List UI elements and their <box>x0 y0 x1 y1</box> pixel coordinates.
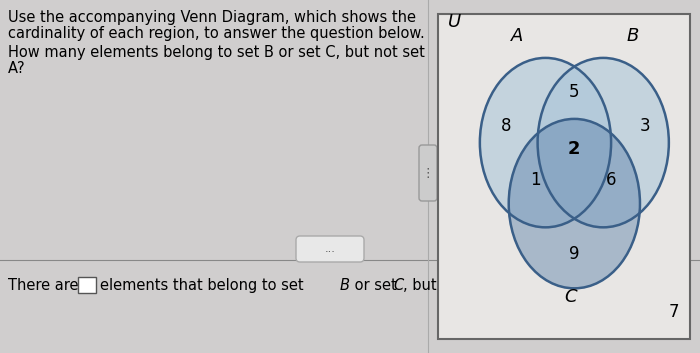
Text: 5: 5 <box>569 83 580 101</box>
Text: B: B <box>627 27 639 45</box>
Text: 1: 1 <box>530 171 540 189</box>
Text: A: A <box>500 278 510 293</box>
Text: 6: 6 <box>606 171 617 189</box>
Text: , but not set: , but not set <box>403 278 492 293</box>
Text: B: B <box>340 278 350 293</box>
FancyBboxPatch shape <box>296 236 364 262</box>
Text: C: C <box>393 278 403 293</box>
Circle shape <box>480 58 611 227</box>
Text: How many elements belong to set B or set C, but not set: How many elements belong to set B or set… <box>8 45 425 60</box>
Text: Use the accompanying Venn Diagram, which shows the: Use the accompanying Venn Diagram, which… <box>8 10 416 25</box>
Text: U: U <box>449 13 461 31</box>
Text: cardinality of each region, to answer the question below.: cardinality of each region, to answer th… <box>8 26 425 41</box>
Text: ...: ... <box>325 244 335 254</box>
Text: There are: There are <box>8 278 78 293</box>
Text: A: A <box>511 27 524 45</box>
Text: 8: 8 <box>501 117 511 134</box>
Text: or set: or set <box>350 278 397 293</box>
Text: elements that belong to set: elements that belong to set <box>100 278 304 293</box>
Text: 2: 2 <box>568 140 580 158</box>
Text: ⋮: ⋮ <box>421 167 434 179</box>
FancyBboxPatch shape <box>78 277 96 293</box>
Text: C: C <box>564 288 577 306</box>
Text: 3: 3 <box>640 117 650 134</box>
Text: .: . <box>510 278 514 293</box>
Text: 9: 9 <box>569 245 580 263</box>
Circle shape <box>538 58 669 227</box>
Text: 7: 7 <box>669 303 679 321</box>
Circle shape <box>509 119 640 288</box>
FancyBboxPatch shape <box>419 145 437 201</box>
Text: A?: A? <box>8 61 26 76</box>
